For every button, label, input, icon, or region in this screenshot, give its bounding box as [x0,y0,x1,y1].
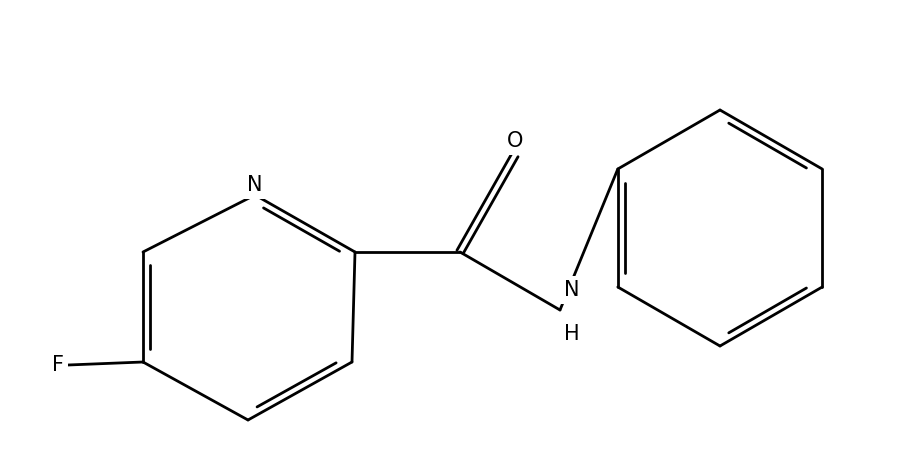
Text: H: H [564,324,579,344]
Text: O: O [506,131,524,151]
Text: F: F [52,355,64,375]
Text: N: N [247,175,263,195]
Text: N: N [564,280,579,300]
